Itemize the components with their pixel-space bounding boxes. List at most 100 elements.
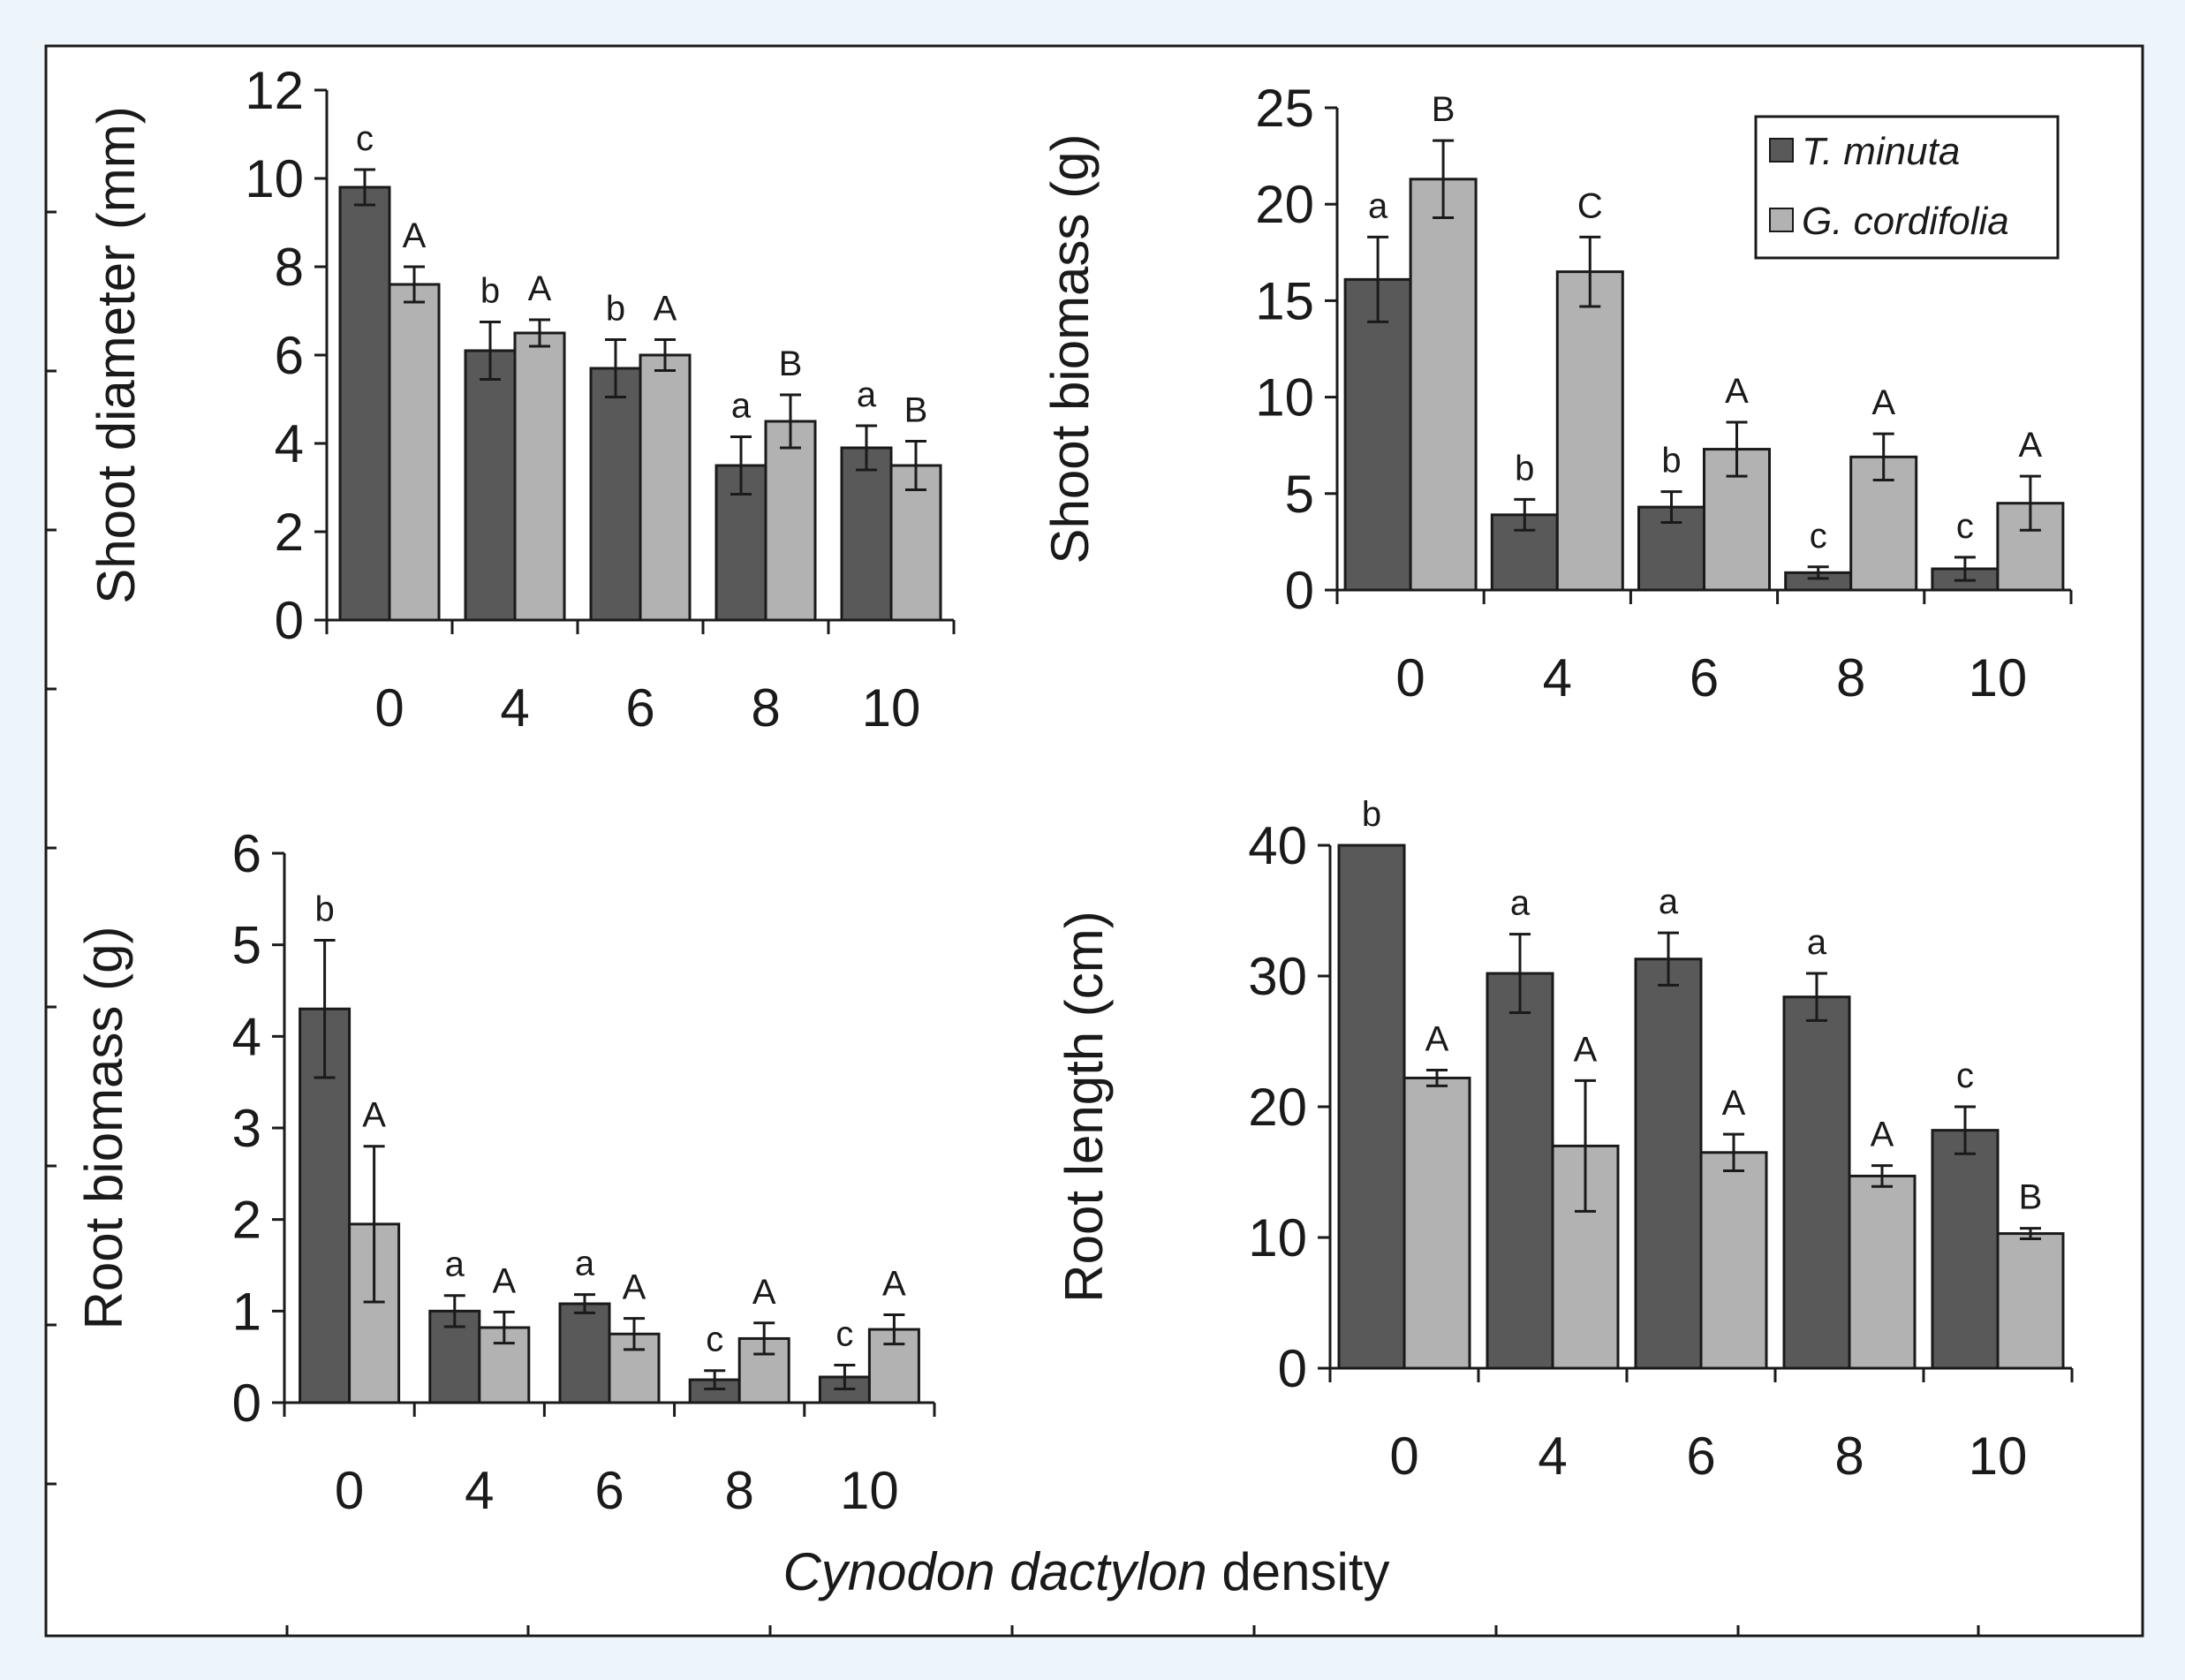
y-tick-label: 2 [232,1191,261,1250]
x-axis-title-suffix: density [1207,1542,1390,1601]
y-tick-label: 6 [275,326,304,385]
y-tick-label: 40 [1248,816,1307,875]
y-tick-label: 20 [1248,1078,1307,1137]
significance-label: b [1661,442,1681,481]
y-tick-label: 0 [232,1374,261,1433]
legend-label-t-minuta: T. minuta [1802,130,1960,173]
y-tick-label: 15 [1255,271,1314,330]
y-tick-label: 5 [232,916,261,975]
y-axis-title: Shoot biomass (g) [1040,134,1100,564]
legend-swatch-g-cordifolia [1769,208,1794,232]
x-tick-label: 6 [594,1461,624,1520]
significance-label: c [706,1321,723,1359]
x-tick-label: 0 [335,1461,364,1520]
x-axis-title: Cynodon dactylon density [783,1542,1389,1601]
x-axis-title-species: Cynodon dactylon [783,1542,1206,1601]
bar-t-minuta-6 [589,367,642,622]
y-tick-label: 4 [232,1007,261,1066]
y-tick-label: 5 [1285,465,1314,524]
bar-g-cordifolia-10 [1996,502,2065,592]
bar-g-cordifolia-4 [1555,270,1624,592]
x-tick-label: 8 [1836,648,1865,708]
bar-t-minuta-0 [338,185,391,622]
significance-label: A [1871,383,1895,422]
significance-label: b [1362,795,1381,834]
significance-label: A [528,269,552,308]
significance-label: c [356,119,374,158]
bar-g-cordifolia-8 [764,420,817,622]
x-tick-label: 8 [1834,1426,1864,1486]
y-tick-label: 12 [245,61,304,120]
bar-t-minuta-10 [1931,1129,2000,1370]
bar-t-minuta-4 [1486,972,1554,1370]
legend: T. minuta G. cordifolia [1754,115,2060,260]
x-tick-label: 4 [1543,648,1572,708]
significance-label: A [362,1096,386,1135]
significance-label: B [2019,1178,2043,1217]
bar-t-minuta-6 [558,1302,611,1404]
legend-swatch-t-minuta [1769,138,1794,163]
significance-label: A [2019,426,2043,465]
significance-label: A [623,1268,646,1307]
y-tick-label: 25 [1255,79,1314,138]
y-tick-label: 2 [275,503,304,562]
significance-label: A [1725,372,1749,411]
bar-g-cordifolia-0 [1409,178,1478,592]
significance-label: a [445,1245,465,1284]
chart-shoot-biomass: 0 5 10 15 20 25 0 4 6 8 10 Shoot biomass (g) a b b c c B C… [1040,79,2073,708]
x-tick-label: 8 [725,1461,754,1520]
y-tick-label: 0 [1285,561,1314,620]
significance-label: b [480,272,500,311]
bar-g-cordifolia-10 [1996,1232,2065,1370]
bar-t-minuta-4 [464,349,517,622]
significance-label: a [1807,923,1827,962]
y-tick-label: 8 [275,238,304,297]
significance-label: B [1432,90,1455,129]
y-axis-title: Shoot diameter (mm) [87,106,146,604]
significance-label: a [731,387,752,426]
bar-t-minuta-0 [1337,844,1406,1370]
significance-label: a [857,375,877,414]
y-tick-label: 4 [275,414,304,473]
significance-label: A [654,290,677,329]
y-tick-label: 30 [1248,947,1307,1006]
y-axis-title: Root length (cm) [1055,911,1114,1303]
significance-label: b [606,290,625,329]
significance-label: c [1810,517,1827,556]
significance-label: A [403,216,427,255]
y-tick-label: 3 [232,1099,261,1158]
significance-label: A [1574,1030,1598,1069]
significance-label: A [752,1273,776,1312]
bar-t-minuta-0 [1343,277,1412,592]
y-tick-label: 0 [1278,1339,1307,1398]
y-tick-label: 10 [1255,368,1314,428]
x-tick-label: 10 [1969,1426,2028,1486]
x-tick-label: 8 [751,678,780,738]
y-tick-label: 1 [232,1282,261,1341]
x-tick-label: 6 [1690,648,1719,708]
x-tick-label: 0 [374,678,404,738]
significance-label: c [1956,507,1974,546]
y-tick-label: 10 [245,149,304,208]
y-tick-label: 10 [1248,1208,1307,1268]
x-tick-label: 0 [1395,648,1425,708]
significance-label: a [1659,882,1679,921]
x-tick-label: 4 [1538,1426,1567,1486]
x-tick-label: 4 [465,1461,494,1520]
x-tick-label: 10 [840,1461,899,1520]
legend-box [1754,115,2060,260]
significance-label: b [314,889,334,928]
significance-label: A [1425,1020,1449,1059]
x-tick-label: 6 [625,678,654,738]
y-tick-label: 20 [1255,175,1314,234]
significance-label: C [1577,186,1603,225]
significance-label: A [1722,1084,1746,1123]
bar-g-cordifolia-0 [1402,1076,1471,1370]
bar-t-minuta-6 [1634,957,1703,1370]
significance-label: A [882,1264,906,1303]
significance-label: a [1510,884,1531,923]
significance-label: b [1515,449,1534,488]
x-tick-label: 10 [1969,648,2028,708]
